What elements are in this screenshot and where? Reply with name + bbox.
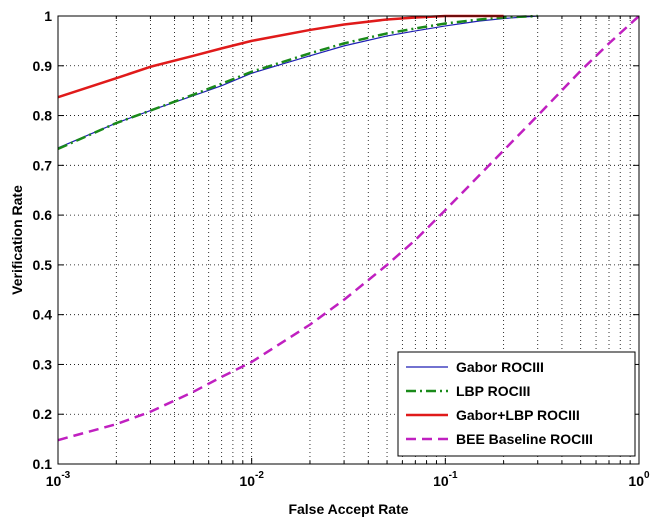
legend-label-1: Gabor ROCIII [456,359,544,375]
series-line-2 [58,14,538,151]
x-tick-label: 100 [628,470,650,489]
x-tick-label: 10-3 [46,470,71,489]
y-tick-label: 0.4 [33,307,53,323]
x-tick-labels: 10-3 10-2 10-1 100 [46,470,650,489]
y-tick-label: 0.8 [33,108,53,124]
x-tick-base: 10 [239,473,255,489]
plot-area-frame [57,15,640,465]
x-tick-base: 10 [628,473,644,489]
y-tick-label: 1 [44,8,52,24]
tick-marks [57,15,640,465]
x-tick-label: 10-1 [433,470,458,489]
x-tick-label: 10-2 [239,470,264,489]
y-tick-label: 0.2 [33,406,53,422]
legend-label-3: Gabor+LBP ROCIII [456,407,580,423]
x-tick-base: 10 [433,473,449,489]
y-tick-label: 0.1 [33,456,53,472]
legend: Gabor ROCIII LBP ROCIII Gabor+LBP ROCIII BE… [397,351,636,457]
x-tick-exponent: -2 [255,470,264,481]
legend-label-2: LBP ROCIII [456,383,530,399]
legend-label-4: BEE Baseline ROCIII [456,431,593,447]
y-tick-label: 0.3 [33,356,53,372]
series-line-4 [58,15,639,442]
y-tick-label: 0.5 [33,257,53,273]
y-tick-label: 0.9 [33,58,53,74]
legend-box [397,351,636,457]
x-tick-exponent: 0 [644,470,650,481]
x-tick-exponent: -3 [61,470,70,481]
x-tick-base: 10 [46,473,62,489]
y-axis-label: Verification Rate [9,185,25,295]
x-tick-exponent: -1 [449,470,458,481]
y-tick-label: 0.6 [33,207,53,223]
x-axis-label: False Accept Rate [288,501,408,517]
y-tick-labels: 0.1 0.2 0.3 0.4 0.5 0.6 0.7 0.8 0.9 1 [33,8,53,472]
y-tick-label: 0.7 [33,157,53,173]
